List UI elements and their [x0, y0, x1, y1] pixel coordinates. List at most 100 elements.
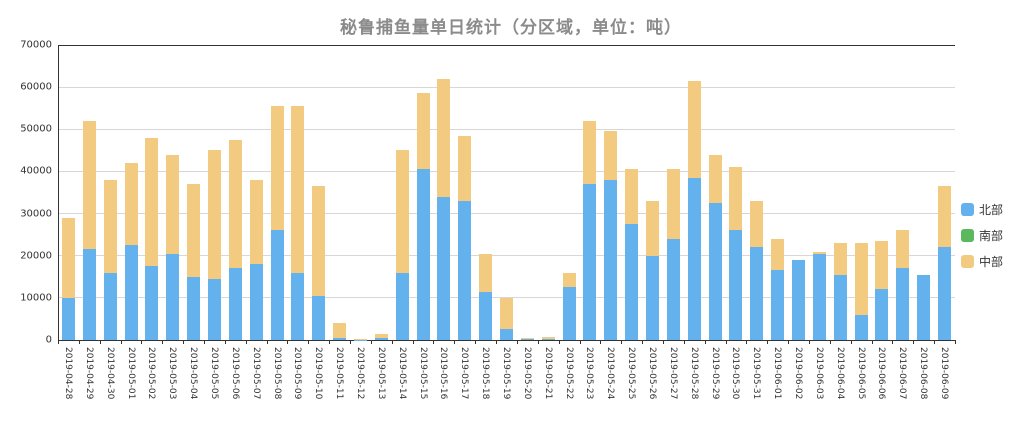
- axis-tick: [934, 340, 936, 344]
- bar-segment-central[interactable]: [833, 243, 847, 275]
- axis-tick: [496, 340, 498, 344]
- bar-segment-central[interactable]: [61, 217, 75, 298]
- y-axis-label: 40000: [20, 165, 52, 177]
- bar-segment-central[interactable]: [562, 272, 576, 288]
- bar-segment-central[interactable]: [291, 106, 305, 273]
- x-axis-label: 2019-05-03: [167, 347, 178, 400]
- bar-segment-central[interactable]: [333, 323, 347, 338]
- bar-segment-north[interactable]: [187, 276, 201, 340]
- bar-segment-north[interactable]: [896, 268, 910, 340]
- legend-item-central[interactable]: 中部: [961, 253, 1003, 270]
- bar-segment-north[interactable]: [145, 266, 159, 340]
- bar-segment-central[interactable]: [750, 200, 764, 248]
- bar-segment-central[interactable]: [583, 120, 597, 185]
- bar-segment-north[interactable]: [562, 287, 576, 340]
- bar-segment-north[interactable]: [374, 338, 388, 340]
- y-axis-line: [57, 45, 59, 340]
- bar-segment-central[interactable]: [374, 333, 388, 339]
- bar-segment-north[interactable]: [541, 338, 555, 340]
- bar-segment-central[interactable]: [687, 80, 701, 178]
- legend-item-north[interactable]: 北部: [961, 201, 1003, 218]
- bar-segment-north[interactable]: [437, 196, 451, 340]
- bar-segment-central[interactable]: [353, 338, 367, 340]
- bar-segment-central[interactable]: [771, 238, 785, 271]
- bar-segment-central[interactable]: [708, 154, 722, 204]
- bar-segment-central[interactable]: [500, 297, 513, 330]
- x-axis-label: 2019-05-17: [459, 347, 470, 400]
- bar-segment-north[interactable]: [771, 270, 785, 340]
- bar-segment-north[interactable]: [666, 238, 680, 340]
- bar-segment-north[interactable]: [458, 200, 472, 340]
- bar-segment-north[interactable]: [875, 289, 889, 340]
- bar-segment-north[interactable]: [646, 255, 660, 340]
- gridline: [58, 128, 955, 130]
- bar-segment-north[interactable]: [854, 314, 868, 340]
- bar-segment-central[interactable]: [646, 200, 660, 256]
- bar-segment-central[interactable]: [666, 169, 680, 239]
- bar-segment-north[interactable]: [520, 339, 534, 340]
- bar-segment-central[interactable]: [875, 240, 889, 290]
- bar-segment-north[interactable]: [82, 249, 96, 340]
- bar-segment-north[interactable]: [166, 253, 180, 340]
- bar-segment-central[interactable]: [145, 137, 159, 267]
- axis-tick: [183, 340, 185, 344]
- bar-segment-north[interactable]: [479, 291, 493, 340]
- bar-segment-north[interactable]: [124, 245, 138, 340]
- bar-segment-north[interactable]: [207, 278, 221, 340]
- bar-segment-central[interactable]: [896, 230, 910, 269]
- bar-segment-north[interactable]: [833, 274, 847, 340]
- bar-segment-north[interactable]: [687, 177, 701, 340]
- bar-segment-north[interactable]: [270, 230, 284, 340]
- bar-segment-north[interactable]: [291, 272, 305, 340]
- bar-segment-north[interactable]: [249, 264, 263, 340]
- bar-segment-north[interactable]: [812, 253, 826, 340]
- bar-segment-central[interactable]: [854, 243, 868, 315]
- bar-segment-central[interactable]: [249, 179, 263, 265]
- legend-item-south[interactable]: 南部: [961, 227, 1003, 244]
- bar-segment-central[interactable]: [207, 150, 221, 279]
- axis-tick: [475, 340, 477, 344]
- bar-segment-central[interactable]: [166, 154, 180, 254]
- bar-segment-central[interactable]: [416, 93, 430, 170]
- bar-segment-central[interactable]: [103, 179, 117, 273]
- bar-segment-north[interactable]: [103, 272, 117, 340]
- bar-segment-central[interactable]: [312, 186, 326, 296]
- bar-segment-central[interactable]: [520, 337, 534, 340]
- bar-segment-north[interactable]: [312, 295, 326, 340]
- bar-segment-central[interactable]: [541, 337, 555, 339]
- bar-segment-north[interactable]: [604, 179, 618, 340]
- axis-tick: [913, 340, 915, 344]
- bar-segment-north[interactable]: [416, 169, 430, 340]
- bar-segment-north[interactable]: [61, 297, 75, 340]
- bar-segment-north[interactable]: [583, 184, 597, 340]
- bar-segment-central[interactable]: [228, 139, 242, 269]
- x-axis-label: 2019-05-10: [313, 347, 324, 400]
- x-axis-label: 2019-06-01: [772, 347, 783, 400]
- bar-segment-north[interactable]: [228, 268, 242, 340]
- bar-segment-central[interactable]: [437, 78, 451, 197]
- axis-tick: [350, 340, 352, 344]
- bar-segment-central[interactable]: [479, 253, 493, 292]
- bar-segment-north[interactable]: [395, 272, 409, 340]
- bar-segment-central[interactable]: [82, 120, 96, 250]
- bar-segment-north[interactable]: [708, 203, 722, 340]
- bar-segment-north[interactable]: [500, 329, 513, 340]
- bar-segment-central[interactable]: [729, 167, 743, 231]
- bar-segment-north[interactable]: [729, 230, 743, 340]
- bar-segment-central[interactable]: [604, 131, 618, 180]
- bar-segment-north[interactable]: [333, 337, 347, 340]
- bar-segment-central[interactable]: [625, 169, 639, 225]
- bar-segment-north[interactable]: [917, 274, 931, 340]
- bar-segment-central[interactable]: [124, 163, 138, 246]
- bar-segment-central[interactable]: [812, 251, 826, 254]
- bar-segment-central[interactable]: [458, 135, 472, 201]
- bar-segment-north[interactable]: [938, 247, 952, 340]
- bar-segment-central[interactable]: [187, 184, 201, 277]
- bar-segment-north[interactable]: [750, 247, 764, 340]
- bar-segment-north[interactable]: [792, 259, 806, 340]
- bar-segment-central[interactable]: [270, 106, 284, 231]
- bar-segment-north[interactable]: [625, 224, 639, 340]
- axis-tick: [329, 340, 331, 344]
- bar-segment-central[interactable]: [395, 150, 409, 273]
- bar-segment-central[interactable]: [938, 186, 952, 248]
